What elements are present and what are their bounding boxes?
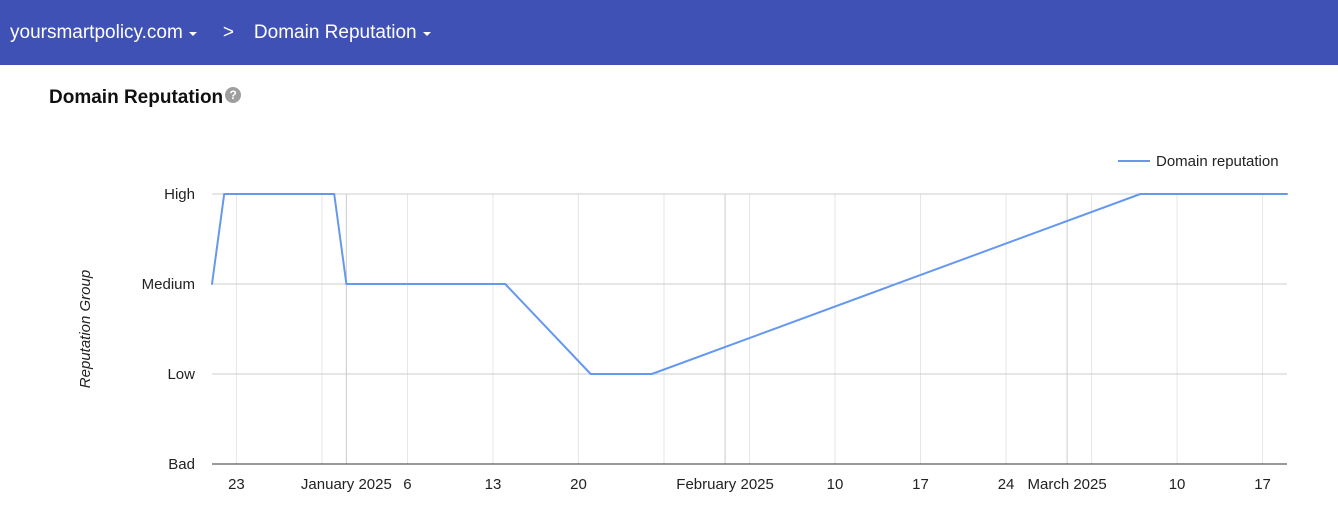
breadcrumb-separator-icon: > (222, 21, 234, 43)
x-tick-label: 13 (485, 476, 502, 493)
legend-label: Domain reputation (1156, 153, 1279, 170)
page-title: Domain Reputation ? (49, 87, 242, 109)
x-tick-label: February 2025 (676, 476, 774, 493)
chart-grid (212, 193, 1287, 465)
section-selector[interactable]: Domain Reputation (254, 22, 431, 44)
x-tick-label: 24 (998, 476, 1015, 493)
x-tick-label: 10 (827, 476, 844, 493)
y-tick-label: Bad (168, 456, 195, 473)
x-tick-label: 6 (403, 476, 411, 493)
data-point (223, 193, 226, 195)
data-point (504, 283, 507, 285)
data-point (589, 373, 592, 375)
data-point (211, 283, 213, 285)
y-tick-label: Medium (142, 276, 195, 293)
domain-label: yoursmartpolicy.com (10, 21, 183, 43)
section-label: Domain Reputation (253, 21, 417, 43)
x-tick-label: 10 (1169, 476, 1186, 493)
data-point (650, 373, 653, 375)
x-tick-label: 20 (570, 476, 587, 493)
top-app-bar: yoursmartpolicy.com > Domain Reputation (0, 0, 1338, 65)
data-point (345, 283, 348, 285)
x-tick-label: January 2025 (301, 476, 392, 493)
x-tick-label: 23 (228, 476, 245, 493)
chart-axes: Bad Low Medium High 23 January 2025 6 13 20 Febru… (77, 186, 1271, 493)
y-tick-label: High (164, 186, 195, 203)
y-tick-label: Low (167, 366, 195, 383)
dropdown-caret-icon (188, 31, 197, 36)
data-point (1286, 193, 1288, 195)
page-title-text: Domain Reputation (49, 87, 224, 108)
data-point (1139, 193, 1142, 195)
dropdown-caret-icon (422, 31, 431, 36)
chart-series (211, 193, 1288, 375)
domain-selector[interactable]: yoursmartpolicy.com (10, 22, 197, 44)
help-circle-icon[interactable]: ? (225, 87, 242, 103)
chart-legend: Domain reputation (1118, 153, 1279, 170)
data-point (333, 193, 336, 195)
x-tick-label: March 2025 (1028, 476, 1107, 493)
x-tick-label: 17 (912, 476, 929, 493)
y-axis-title: Reputation Group (77, 270, 94, 388)
x-tick-label: 17 (1254, 476, 1271, 493)
